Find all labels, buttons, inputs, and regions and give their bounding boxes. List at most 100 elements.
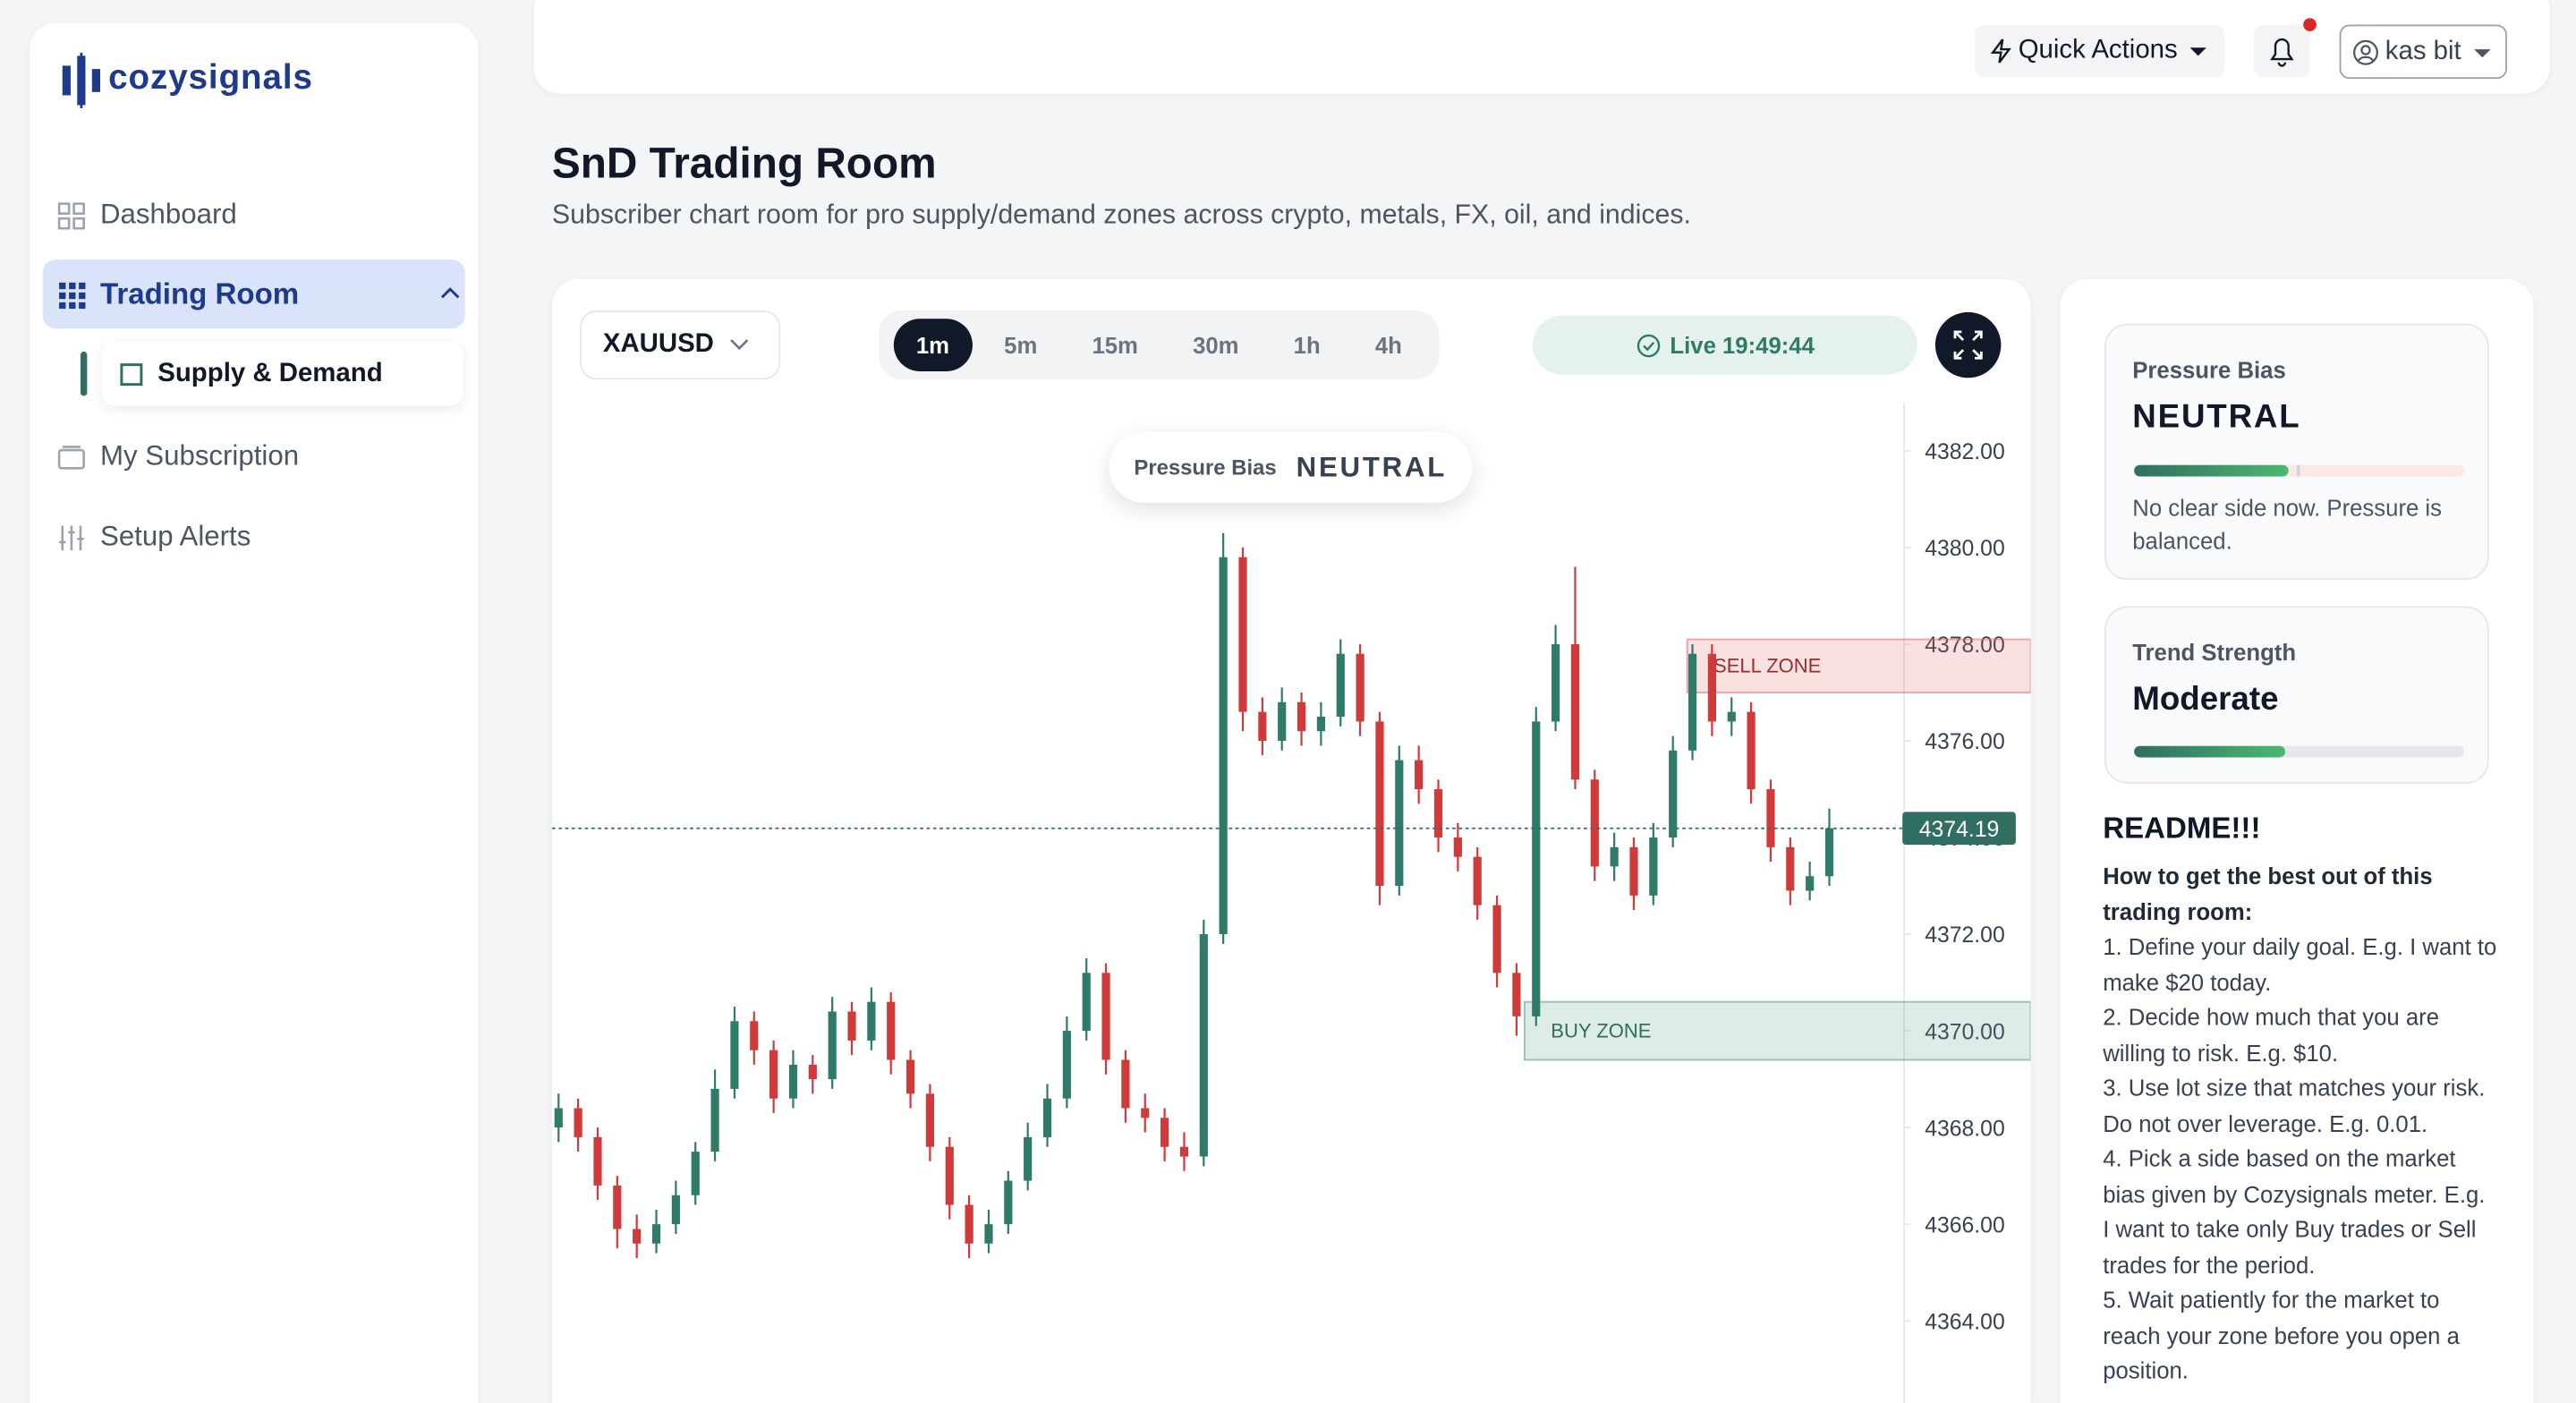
subnav-label: Supply & Demand bbox=[157, 359, 383, 387]
candle-body bbox=[965, 1204, 973, 1244]
candle-body bbox=[1356, 653, 1365, 722]
timeframe-group: 1m 5m 15m 30m 1h 4h bbox=[879, 310, 1440, 380]
candle-body bbox=[1179, 1146, 1189, 1157]
candle-body bbox=[1316, 716, 1325, 732]
meter-fill bbox=[2134, 464, 2290, 477]
candle-body bbox=[1688, 653, 1697, 751]
expand-icon bbox=[1953, 330, 1983, 360]
timeframe-button[interactable]: 4h bbox=[1374, 331, 1402, 359]
candlestick-chart: 4382.004380.004378.004376.004374.004372.… bbox=[551, 402, 2031, 1403]
candle-body bbox=[554, 1108, 563, 1128]
candle-body bbox=[984, 1224, 993, 1244]
candle-body bbox=[905, 1059, 915, 1094]
card-note: No clear side now. Pressure is balanced. bbox=[2132, 494, 2443, 554]
candle-body bbox=[1532, 721, 1541, 1016]
candle-body bbox=[1082, 973, 1091, 1032]
candle-body bbox=[710, 1088, 719, 1152]
candle-body bbox=[1160, 1118, 1169, 1147]
chevron bbox=[440, 287, 460, 299]
logo-text: cozysignals bbox=[108, 59, 313, 98]
fullscreen-button[interactable] bbox=[1934, 311, 2002, 378]
pressure-overlay: Pressure Bias NEUTRAL bbox=[1109, 431, 1473, 503]
timeframe-button[interactable]: 1h bbox=[1293, 331, 1321, 359]
icon bbox=[1989, 38, 2011, 64]
y-tick-label: 4364.00 bbox=[1925, 1310, 2005, 1334]
y-tick-label: 4366.00 bbox=[1925, 1213, 2005, 1237]
y-tick-label: 4370.00 bbox=[1925, 1020, 2005, 1044]
topbar bbox=[533, 0, 2550, 94]
candle-body bbox=[945, 1146, 954, 1205]
avatar bbox=[2352, 38, 2378, 64]
meter-marker bbox=[2297, 464, 2301, 477]
candle-body bbox=[1707, 653, 1716, 722]
candle-body bbox=[1806, 876, 1815, 891]
nav-label: My Subscription bbox=[100, 440, 300, 472]
candle-body bbox=[1766, 788, 1775, 847]
candle-body bbox=[691, 1152, 700, 1195]
candle-body bbox=[1669, 750, 1678, 838]
candle-body bbox=[1219, 557, 1228, 935]
readme-heading: How to get the best out of this trading … bbox=[2103, 862, 2433, 924]
candle-body bbox=[1101, 973, 1110, 1060]
caret bbox=[2190, 47, 2207, 56]
page-title: SnD Trading Room bbox=[551, 138, 937, 188]
candle-body bbox=[1004, 1180, 1013, 1225]
pressure-meter bbox=[2134, 464, 2465, 477]
timeframe-button[interactable]: 15m bbox=[1092, 331, 1138, 359]
y-tick-label: 4372.00 bbox=[1925, 923, 2005, 948]
live-clock: Live 19:49:44 bbox=[1670, 331, 1815, 359]
zone bbox=[1686, 638, 2031, 693]
nav-item[interactable]: Setup Alerts bbox=[43, 503, 465, 572]
candle-body bbox=[828, 1011, 837, 1080]
y-tick-label: 4376.00 bbox=[1925, 730, 2005, 754]
candle-body bbox=[1024, 1136, 1033, 1181]
candle-body bbox=[1512, 973, 1521, 1016]
nav-item[interactable]: Dashboard bbox=[43, 181, 465, 250]
pressure-card: Pressure Bias NEUTRAL No clear side now.… bbox=[2104, 323, 2489, 581]
candle-body bbox=[651, 1224, 661, 1244]
icon bbox=[57, 445, 85, 469]
zone bbox=[1523, 1000, 2031, 1061]
timeframe-button[interactable]: 5m bbox=[1004, 331, 1038, 359]
timeframe-button[interactable]: 30m bbox=[1193, 331, 1239, 359]
last-price-tag bbox=[1902, 812, 2016, 846]
candle-body bbox=[1473, 856, 1482, 906]
icon bbox=[57, 201, 85, 229]
nav-item-active[interactable]: Trading Room bbox=[42, 259, 465, 329]
quick-actions-button[interactable]: Quick Actions bbox=[1974, 24, 2225, 78]
card-label: Pressure Bias bbox=[2132, 356, 2286, 383]
overlay-value: NEUTRAL bbox=[1296, 451, 1448, 482]
candle-body bbox=[1258, 711, 1267, 741]
candle-body bbox=[1570, 643, 1580, 780]
candle-body bbox=[788, 1064, 798, 1099]
candle-body bbox=[613, 1185, 622, 1229]
readme: README!!! How to get the best out of thi… bbox=[2103, 812, 2497, 1389]
nav-item[interactable]: My Subscription bbox=[43, 422, 465, 491]
candle-body bbox=[1297, 702, 1306, 732]
live-badge: Live 19:49:44 bbox=[1533, 315, 1917, 375]
nav-label: Dashboard bbox=[100, 199, 237, 231]
card-value: Moderate bbox=[2132, 681, 2279, 719]
candle-body bbox=[769, 1050, 778, 1099]
card-label: Trend Strength bbox=[2132, 639, 2297, 666]
candle-body bbox=[1141, 1108, 1150, 1118]
bell bbox=[2270, 38, 2294, 67]
subnav-item[interactable]: Supply & Demand bbox=[101, 341, 463, 406]
candle-body bbox=[633, 1229, 642, 1244]
candle-body bbox=[847, 1011, 856, 1041]
candle-body bbox=[593, 1136, 602, 1186]
candle-body bbox=[1062, 1031, 1071, 1099]
notifications-button[interactable] bbox=[2254, 18, 2317, 78]
button-label: Quick Actions bbox=[2018, 36, 2178, 64]
timeframe-button[interactable]: 1m bbox=[893, 319, 973, 371]
candle-body bbox=[887, 1001, 896, 1060]
symbol-select[interactable]: XAUUSD bbox=[580, 310, 781, 380]
last-price-label: 4374.19 bbox=[1919, 818, 2000, 842]
candle-body bbox=[1649, 838, 1658, 896]
candle-body bbox=[1238, 557, 1247, 712]
user-menu[interactable]: kas bit bbox=[2339, 24, 2507, 80]
candle-body bbox=[1375, 721, 1384, 887]
